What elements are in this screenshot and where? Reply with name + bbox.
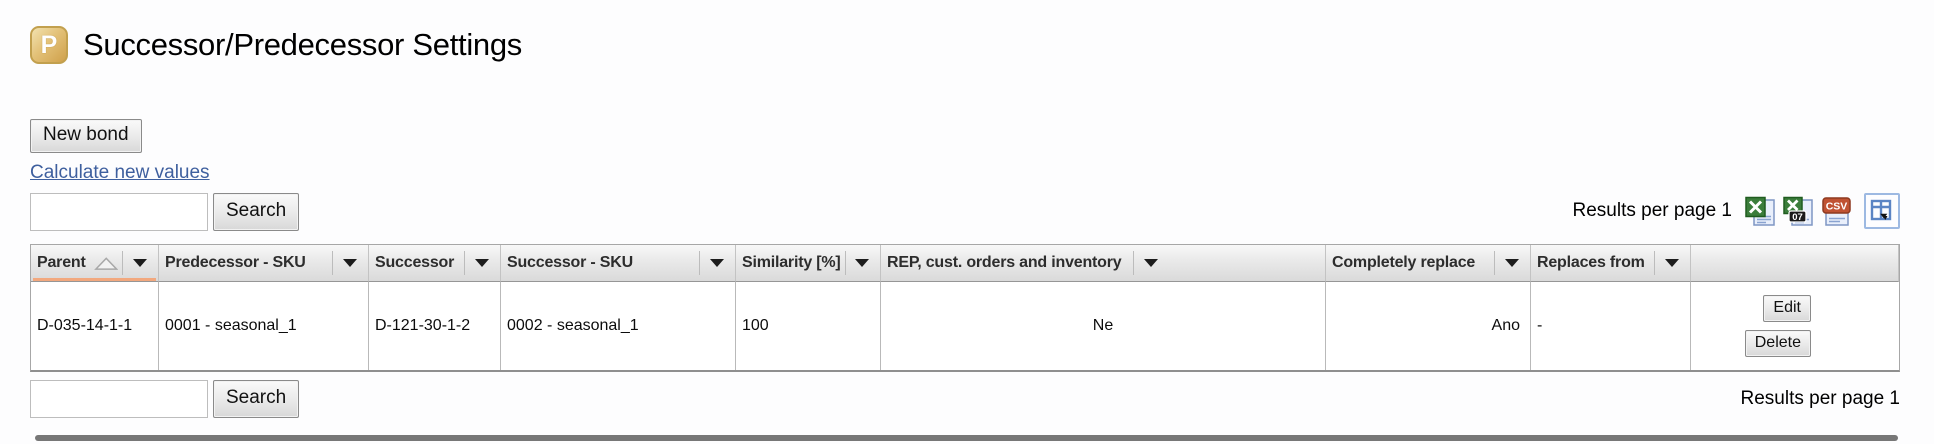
excel2007-export-icon[interactable]: 07 — [1783, 196, 1814, 227]
results-per-page-label-bottom: Results per page 1 — [1740, 388, 1901, 409]
search-input-bottom[interactable] — [30, 380, 208, 418]
cell-completely-replace: Ano — [1326, 282, 1531, 370]
calculate-new-values-link[interactable]: Calculate new values — [30, 162, 210, 183]
column-header-parent[interactable]: Parent — [31, 245, 159, 282]
cell-successor: D-121-30-1-2 — [369, 282, 501, 370]
header-divider — [699, 251, 700, 275]
svg-text:07: 07 — [1792, 212, 1803, 223]
column-header-predecessor-sku[interactable]: Predecessor - SKU — [159, 245, 369, 282]
cell-parent: D-035-14-1-1 — [31, 282, 159, 370]
search-button-top[interactable]: Search — [213, 193, 300, 231]
edit-button[interactable]: Edit — [1763, 295, 1811, 322]
filter-dropdown-icon[interactable] — [475, 259, 489, 267]
filter-dropdown-icon[interactable] — [1505, 259, 1519, 267]
search-button-bottom[interactable]: Search — [213, 380, 300, 418]
column-label: Successor — [375, 254, 455, 271]
search-input-top[interactable] — [30, 193, 208, 231]
app-logo-icon: P — [30, 26, 68, 64]
header-divider — [1494, 251, 1495, 275]
column-label: Replaces from — [1537, 254, 1645, 271]
column-label: Predecessor - SKU — [165, 254, 306, 271]
cell-actions: Edit Delete — [1691, 282, 1899, 370]
header-divider — [464, 251, 465, 275]
delete-button[interactable]: Delete — [1744, 330, 1811, 357]
page-title: Successor/Predecessor Settings — [83, 27, 522, 62]
cell-similarity: 100 — [736, 282, 881, 370]
new-bond-button[interactable]: New bond — [30, 119, 142, 153]
column-label: REP, cust. orders and inventory — [887, 254, 1122, 271]
results-bar-top: Results per page 1 07 — [1572, 193, 1900, 231]
header-divider — [122, 251, 123, 275]
header-divider — [1133, 251, 1135, 275]
column-header-similarity[interactable]: Similarity [%] — [736, 245, 881, 282]
filter-dropdown-icon[interactable] — [1144, 259, 1159, 267]
cell-successor-sku: 0002 - seasonal_1 — [501, 282, 736, 370]
column-header-rep-cust-orders[interactable]: REP, cust. orders and inventory — [881, 245, 1326, 282]
filter-dropdown-icon[interactable] — [133, 259, 147, 267]
cell-replaces-from: - — [1531, 282, 1691, 370]
header-divider — [332, 251, 333, 275]
column-header-successor-sku[interactable]: Successor - SKU — [501, 245, 736, 282]
column-header-completely-replace[interactable]: Completely replace — [1326, 245, 1531, 282]
excel-export-icon[interactable] — [1745, 196, 1776, 227]
column-label: Similarity [%] — [742, 254, 841, 271]
column-header-successor[interactable]: Successor — [369, 245, 501, 282]
column-chooser-icon[interactable] — [1864, 193, 1900, 229]
bonds-table: Parent Predecessor - SKU Successor Succe… — [30, 244, 1900, 372]
filter-dropdown-icon[interactable] — [1665, 259, 1679, 267]
filter-dropdown-icon[interactable] — [855, 259, 869, 267]
column-header-replaces-from[interactable]: Replaces from — [1531, 245, 1691, 282]
csv-export-icon[interactable]: CSV — [1821, 196, 1852, 227]
page-header: P Successor/Predecessor Settings — [30, 24, 1900, 66]
cell-predecessor-sku: 0001 - seasonal_1 — [159, 282, 369, 370]
sort-ascending-icon — [93, 256, 118, 270]
horizontal-scrollbar[interactable] — [35, 435, 1898, 441]
column-label: Successor - SKU — [507, 254, 633, 271]
filter-dropdown-icon[interactable] — [343, 259, 357, 267]
header-divider — [1654, 251, 1655, 275]
column-label: Parent — [37, 254, 86, 271]
svg-text:CSV: CSV — [1826, 200, 1848, 212]
column-header-actions — [1691, 245, 1899, 282]
column-label: Completely replace — [1332, 254, 1476, 271]
cell-rep-cust-orders: Ne — [881, 282, 1326, 370]
filter-dropdown-icon[interactable] — [710, 259, 724, 267]
results-per-page-label-top: Results per page 1 — [1572, 200, 1733, 221]
